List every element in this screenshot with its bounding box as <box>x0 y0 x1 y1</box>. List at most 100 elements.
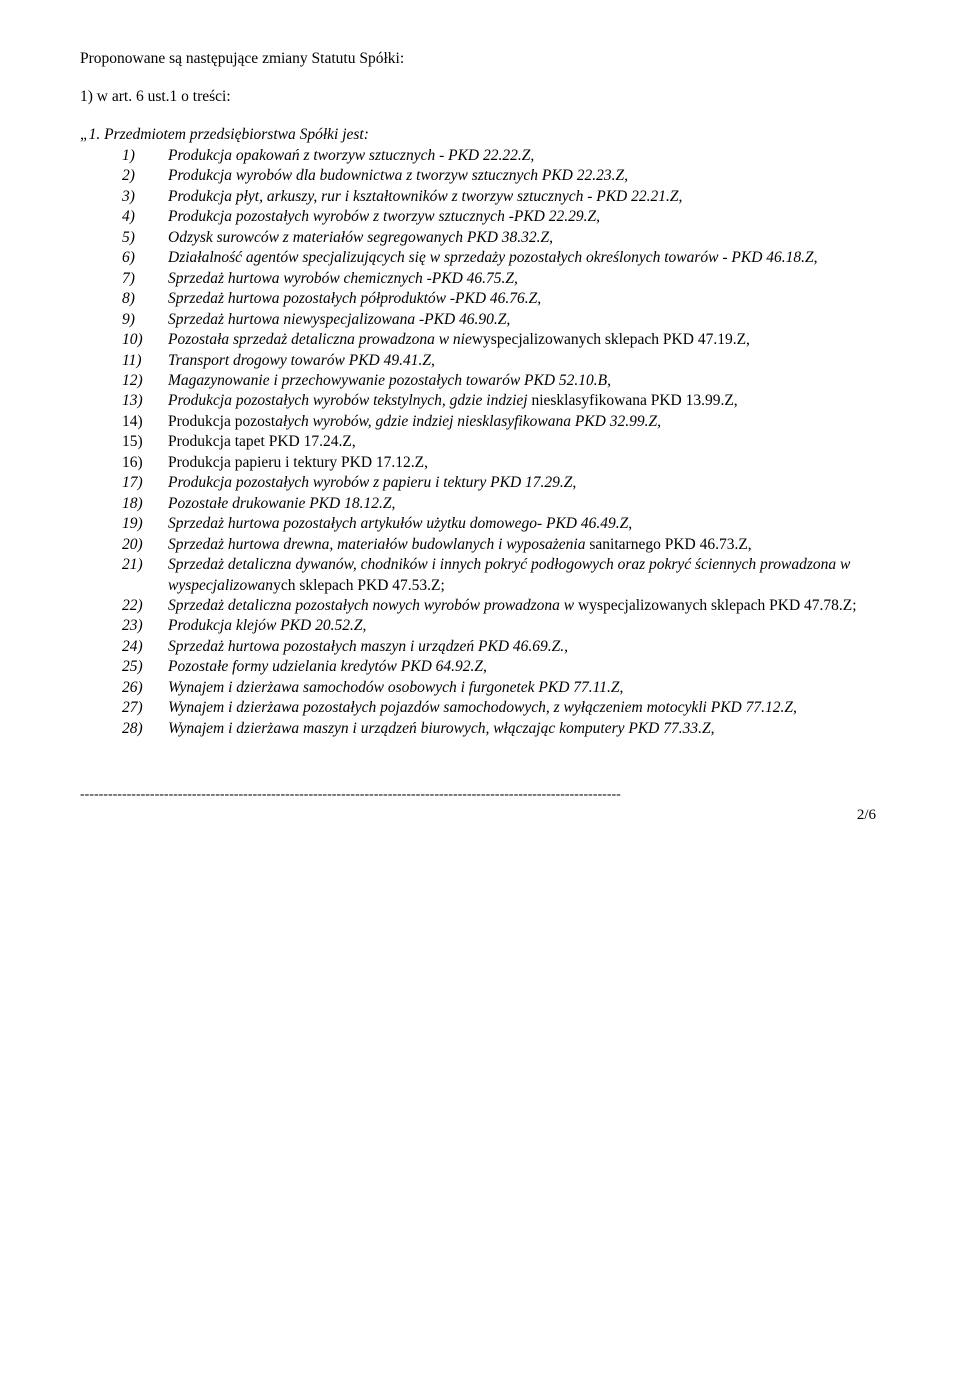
list-item-content: Produkcja pozostałych wyrobów z papieru … <box>168 473 880 493</box>
list-item-number: 7) <box>80 269 168 289</box>
list-item: 5)Odzysk surowców z materiałów segregowa… <box>80 228 880 248</box>
list-item-number: 23) <box>80 616 168 636</box>
list-item-content: Sprzedaż detaliczna pozostałych nowych w… <box>168 596 880 616</box>
text-run: Produkcja płyt, arkuszy, rur i kształtow… <box>168 188 682 205</box>
list-item-number: 21) <box>80 555 168 596</box>
list-item-number: 10) <box>80 330 168 350</box>
list-item-number: 24) <box>80 637 168 657</box>
list-item-content: Sprzedaż detaliczna dywanów, chodników i… <box>168 555 880 596</box>
text-run: Wynajem i dzierżawa pozostałych pojazdów… <box>168 699 797 716</box>
list-item-number: 11) <box>80 351 168 371</box>
text-run: Wynajem i dzierżawa samochodów osobowych… <box>168 679 623 696</box>
list-item-number: 2) <box>80 166 168 186</box>
text-run: Produkcja pozostałych wyrobów tekstylnyc… <box>168 392 531 409</box>
list-item-content: Produkcja wyrobów dla budownictwa z twor… <box>168 166 880 186</box>
text-run: sanitarnego PKD 46.73.Z, <box>589 536 751 553</box>
text-run: Sprzedaż hurtowa drewna, materiałów budo… <box>168 536 589 553</box>
text-run: Produkcja tapet PKD 17.24.Z, <box>168 433 356 450</box>
text-run: Transport drogowy towarów PKD 49.41.Z, <box>168 352 435 369</box>
list-item-content: Sprzedaż hurtowa pozostałych półproduktó… <box>168 289 880 309</box>
list-item-number: 8) <box>80 289 168 309</box>
article-reference: 1) w art. 6 ust.1 o treści: <box>80 88 880 106</box>
text-run: Produkcja opakowań z tworzyw sztucznych … <box>168 147 534 164</box>
list-item: 2)Produkcja wyrobów dla budownictwa z tw… <box>80 166 880 186</box>
list-item-content: Sprzedaż hurtowa drewna, materiałów budo… <box>168 535 880 555</box>
list-item: 20)Sprzedaż hurtowa drewna, materiałów b… <box>80 535 880 555</box>
list-item-content: Sprzedaż hurtowa pozostałych artykułów u… <box>168 514 880 534</box>
list-item: 18)Pozostałe drukowanie PKD 18.12.Z, <box>80 494 880 514</box>
text-run: Sprzedaż hurtowa pozostałych półproduktó… <box>168 290 541 307</box>
list-item: 21)Sprzedaż detaliczna dywanów, chodnikó… <box>80 555 880 596</box>
list-item: 12)Magazynowanie i przechowywanie pozost… <box>80 371 880 391</box>
list-item-number: 17) <box>80 473 168 493</box>
text-run: wyspecjalizowanych sklepach PKD 47.19.Z, <box>472 331 750 348</box>
text-run: Sprzedaż hurtowa wyrobów chemicznych -PK… <box>168 270 518 287</box>
text-run: ych sklepach PKD 47.53.Z; <box>273 577 445 594</box>
list-item: 28)Wynajem i dzierżawa maszyn i urządzeń… <box>80 719 880 739</box>
list-item: 23)Produkcja klejów PKD 20.52.Z, <box>80 616 880 636</box>
text-run: Sprzedaż hurtowa pozostałych artykułów u… <box>168 515 632 532</box>
list-item: 3)Produkcja płyt, arkuszy, rur i kształt… <box>80 187 880 207</box>
list-item-content: Sprzedaż hurtowa niewyspecjalizowana -PK… <box>168 310 880 330</box>
list-item: 22)Sprzedaż detaliczna pozostałych nowyc… <box>80 596 880 616</box>
text-run: Pozostałe formy udzielania kredytów PKD … <box>168 658 487 675</box>
list-item: 17)Produkcja pozostałych wyrobów z papie… <box>80 473 880 493</box>
list-item: 1)Produkcja opakowań z tworzyw sztucznyc… <box>80 146 880 166</box>
list-item-content: Sprzedaż hurtowa wyrobów chemicznych -PK… <box>168 269 880 289</box>
list-item-content: Produkcja opakowań z tworzyw sztucznych … <box>168 146 880 166</box>
text-run: Produkcja pozostałych wyrobów z tworzyw … <box>168 208 600 225</box>
list-item: 14)Produkcja pozostałych wyrobów, gdzie … <box>80 412 880 432</box>
list-item-number: 16) <box>80 453 168 473</box>
list-item-content: Produkcja płyt, arkuszy, rur i kształtow… <box>168 187 880 207</box>
list-item: 27)Wynajem i dzierżawa pozostałych pojaz… <box>80 698 880 718</box>
list-item-number: 19) <box>80 514 168 534</box>
text-run: niesklasyfikowana PKD 13.99.Z, <box>531 392 737 409</box>
text-run: ałych wyrobów, gdzie indziej niesklasyfi… <box>275 413 661 430</box>
text-run: Produkcja papieru i tektury PKD 17.12.Z, <box>168 454 428 471</box>
text-run: Działalność agentów specjalizujących się… <box>168 249 818 266</box>
text-run: Magazynowanie i przechowywanie pozostały… <box>168 372 611 389</box>
list-item: 8)Sprzedaż hurtowa pozostałych półproduk… <box>80 289 880 309</box>
list-item-number: 27) <box>80 698 168 718</box>
list-item-content: Produkcja pozostałych wyrobów, gdzie ind… <box>168 412 880 432</box>
text-run: Produkcja wyrobów dla budownictwa z twor… <box>168 167 628 184</box>
list-item: 6)Działalność agentów specjalizujących s… <box>80 248 880 268</box>
list-item-content: Sprzedaż hurtowa pozostałych maszyn i ur… <box>168 637 880 657</box>
text-run: Pozostała sprzedaż detaliczna prowadzona… <box>168 331 472 348</box>
list-item: 7)Sprzedaż hurtowa wyrobów chemicznych -… <box>80 269 880 289</box>
list-item: 15)Produkcja tapet PKD 17.24.Z, <box>80 432 880 452</box>
text-run: Pozostałe drukowanie PKD 18.12.Z, <box>168 495 395 512</box>
list-item-number: 14) <box>80 412 168 432</box>
text-run: Sprzedaż detaliczna pozostałych nowych w… <box>168 597 578 614</box>
list-item-number: 6) <box>80 248 168 268</box>
list-item-content: Pozostałe drukowanie PKD 18.12.Z, <box>168 494 880 514</box>
intro-text: Proponowane są następujące zmiany Statut… <box>80 50 880 68</box>
list-item-content: Magazynowanie i przechowywanie pozostały… <box>168 371 880 391</box>
numbered-list: 1)Produkcja opakowań z tworzyw sztucznyc… <box>80 146 880 739</box>
list-item-content: Produkcja pozostałych wyrobów tekstylnyc… <box>168 391 880 411</box>
list-item: 24)Sprzedaż hurtowa pozostałych maszyn i… <box>80 637 880 657</box>
text-run: Produkcja pozostałych wyrobów z papieru … <box>168 474 576 491</box>
list-item-number: 18) <box>80 494 168 514</box>
text-run: Produkcja klejów PKD 20.52.Z, <box>168 617 366 634</box>
page-number: 2/6 <box>80 807 880 824</box>
text-run: Odzysk surowców z materiałów segregowany… <box>168 229 553 246</box>
list-item-content: Działalność agentów specjalizujących się… <box>168 248 880 268</box>
list-item-number: 9) <box>80 310 168 330</box>
page: Proponowane są następujące zmiany Statut… <box>0 0 960 1389</box>
list-item: 9)Sprzedaż hurtowa niewyspecjalizowana -… <box>80 310 880 330</box>
list-item: 4)Produkcja pozostałych wyrobów z tworzy… <box>80 207 880 227</box>
text-run: Sprzedaż detaliczna dywanów, chodników i… <box>168 556 850 593</box>
list-item: 25)Pozostałe formy udzielania kredytów P… <box>80 657 880 677</box>
list-item: 10)Pozostała sprzedaż detaliczna prowadz… <box>80 330 880 350</box>
list-item-number: 20) <box>80 535 168 555</box>
text-run: Sprzedaż hurtowa niewyspecjalizowana -PK… <box>168 311 510 328</box>
list-item-number: 22) <box>80 596 168 616</box>
list-item-content: Odzysk surowców z materiałów segregowany… <box>168 228 880 248</box>
list-item-number: 28) <box>80 719 168 739</box>
list-item-content: Pozostała sprzedaż detaliczna prowadzona… <box>168 330 880 350</box>
list-item-content: Produkcja tapet PKD 17.24.Z, <box>168 432 880 452</box>
list-item-number: 5) <box>80 228 168 248</box>
list-item-content: Transport drogowy towarów PKD 49.41.Z, <box>168 351 880 371</box>
list-item-content: Produkcja papieru i tektury PKD 17.12.Z, <box>168 453 880 473</box>
